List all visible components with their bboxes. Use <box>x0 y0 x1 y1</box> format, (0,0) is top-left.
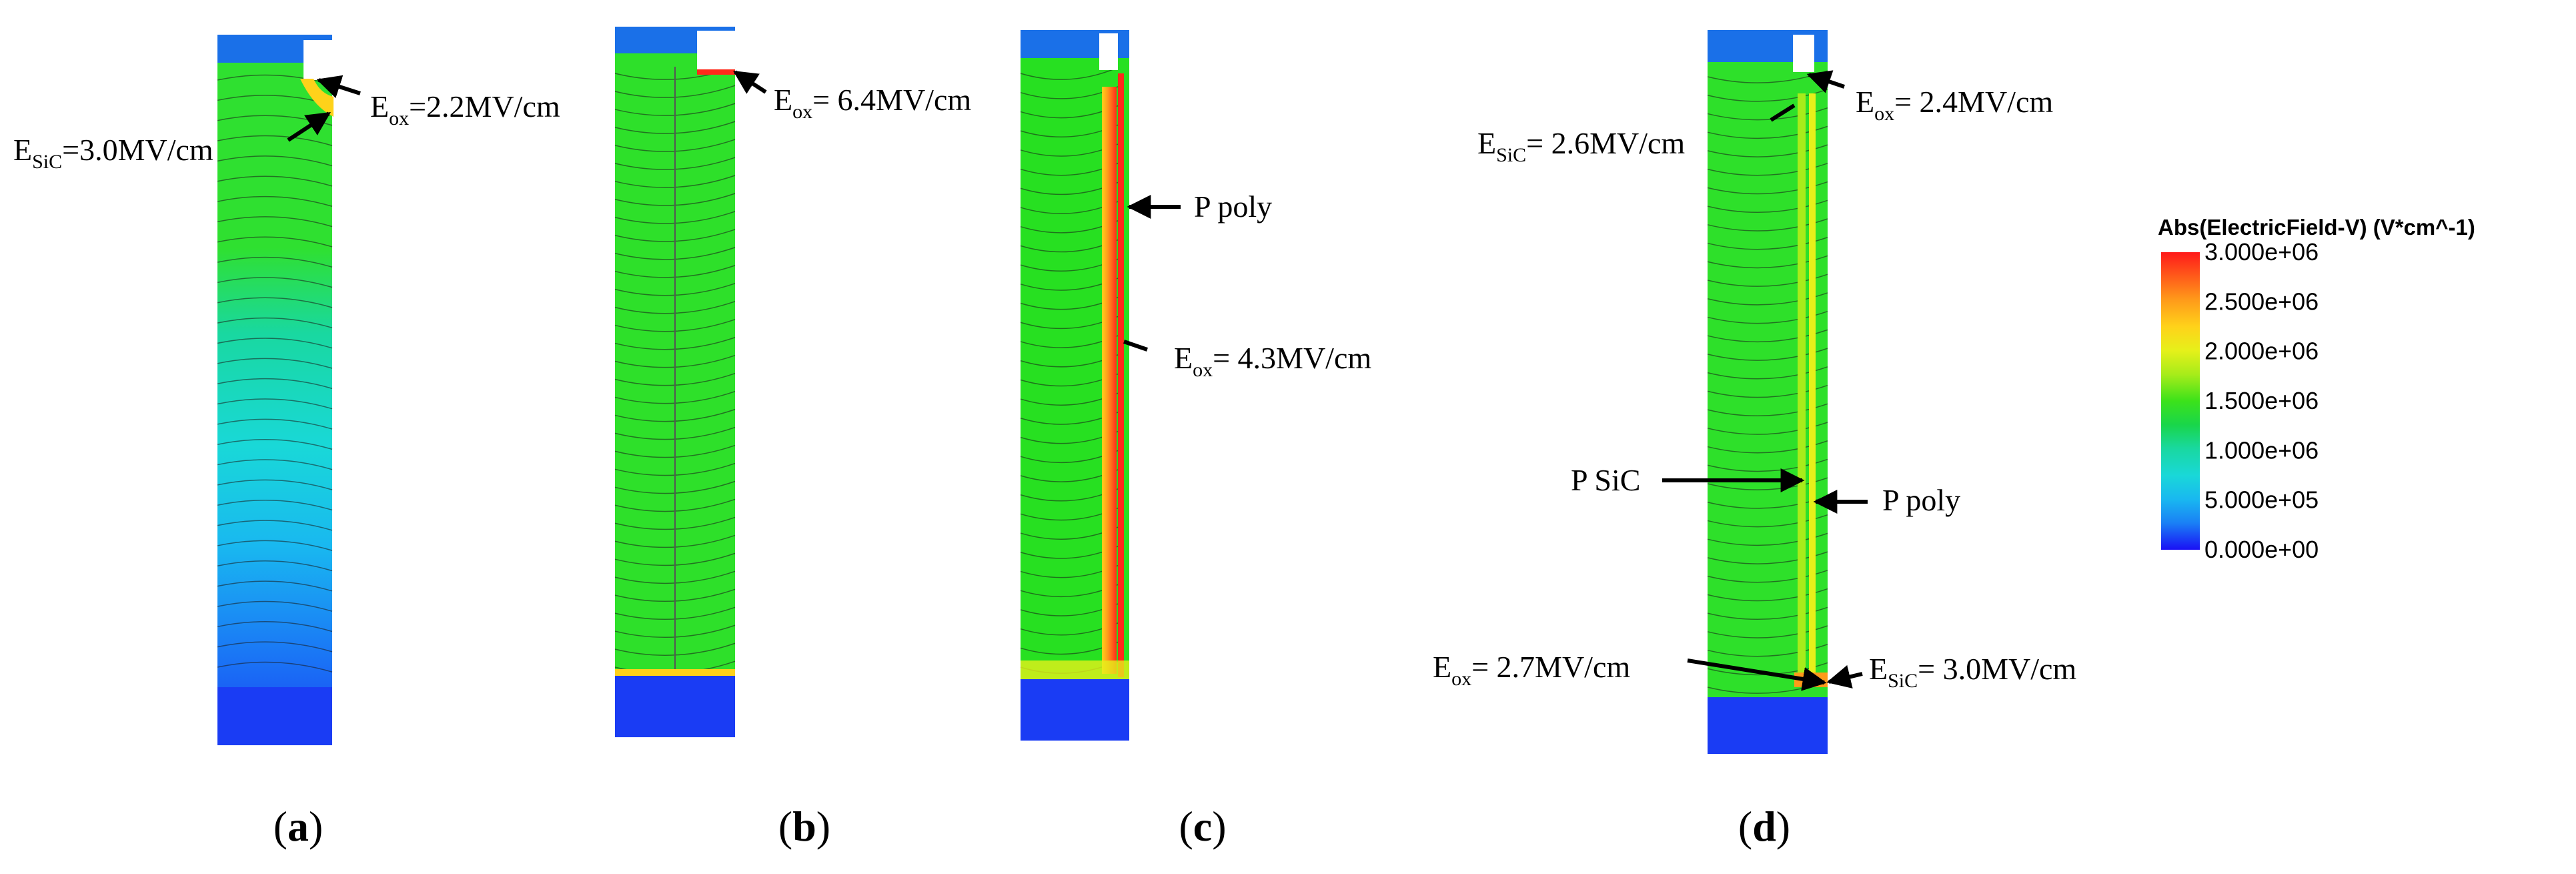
contour-line <box>217 499 333 511</box>
panel-d-gate-notch <box>1793 35 1814 72</box>
contour-line <box>217 195 333 207</box>
contour-line <box>217 256 333 268</box>
panel-a-esic-arrow <box>287 111 332 142</box>
panel-d-eox-bottom-arrow <box>1687 659 1827 691</box>
panel-b-gate-notch <box>697 31 735 72</box>
panel-d-p-poly-column <box>1809 93 1816 681</box>
contour-line <box>217 600 333 612</box>
contour-line <box>217 641 333 652</box>
panel-a-gate-notch <box>303 40 332 80</box>
contour-line <box>217 216 333 228</box>
panel-d-eox-top-label: Eox= 2.4MV/cm <box>1856 85 2053 125</box>
panel-c-gate-notch <box>1099 33 1118 70</box>
contour-line <box>217 580 333 592</box>
legend-ticks: 3.000e+06 2.500e+06 2.000e+06 1.500e+06 1.00… <box>2204 238 2319 563</box>
panel-d-psic-label: P SiC <box>1571 463 1640 497</box>
panel-b-eox-arrow <box>732 70 767 94</box>
panel-d-esic-bottom-label: ESiC= 3.0MV/cm <box>1869 652 2076 692</box>
panel-c-eox-arrow <box>1123 340 1148 352</box>
contour-line <box>217 661 333 673</box>
contour-line <box>217 155 333 167</box>
contour-line <box>217 175 333 187</box>
contour-line <box>217 621 333 632</box>
panel-d-substrate <box>1708 697 1828 754</box>
contour-line <box>217 236 333 248</box>
panel-a-eox-label: Eox=2.2MV/cm <box>370 89 560 129</box>
legend-title: Abs(ElectricField-V) (V*cm^-1) <box>2158 215 2475 240</box>
legend-tick-label: 1.000e+06 <box>2204 436 2319 464</box>
legend-color-scale <box>2161 252 2200 550</box>
contour-line <box>217 358 333 369</box>
legend-tick-label: 0.000e+00 <box>2204 536 2319 563</box>
panel-b-gate-oxide-hot <box>697 69 735 75</box>
panel-d-esic-bottom-arrow <box>1826 665 1863 689</box>
colorbar-legend: Abs(ElectricField-V) (V*cm^-1) 3.000e+06… <box>2158 215 2475 563</box>
contour-line <box>217 560 333 572</box>
contour-line <box>217 479 333 490</box>
panel-b-bottom-hot <box>615 669 735 676</box>
panel-c-p-poly-sidewall <box>1118 73 1124 677</box>
panel-a-eox-arrow <box>316 75 361 99</box>
contour-line <box>217 459 333 470</box>
contour-line <box>217 277 333 288</box>
panel-d-eox-top-arrow <box>1806 70 1845 93</box>
panel-b-substrate <box>615 676 735 737</box>
legend-tick-label: 3.000e+06 <box>2204 238 2319 266</box>
panel-a-caption: (a) <box>273 803 324 850</box>
panel-b-eox-label: Eox= 6.4MV/cm <box>774 83 971 123</box>
contour-line <box>217 398 333 410</box>
contour-line <box>217 418 333 430</box>
legend-tick-label: 2.000e+06 <box>2204 338 2319 365</box>
contour-line <box>217 317 333 329</box>
contour-line <box>217 540 333 551</box>
contour-line <box>217 338 333 349</box>
contour-line <box>1020 67 1119 80</box>
legend-tick-label: 2.500e+06 <box>2204 288 2319 315</box>
panel-d: ESiC= 2.6MV/cm Eox= 2.4MV/cm P SiC P pol… <box>1433 30 2076 850</box>
legend-tick-label: 5.000e+05 <box>2204 486 2319 514</box>
panel-c-bottom-hot <box>1021 661 1129 681</box>
panel-c-caption: (c) <box>1179 803 1226 850</box>
panel-d-esic-top-arrow <box>1770 103 1796 122</box>
panel-c-side-gradient <box>1102 87 1117 674</box>
panel-c-eox-label: Eox= 4.3MV/cm <box>1174 341 1371 381</box>
panel-c-ppoly-label: P poly <box>1194 189 1272 224</box>
panel-a-contour-lines <box>217 74 333 673</box>
contour-line <box>217 438 333 450</box>
contour-line <box>217 135 333 146</box>
panel-c: P poly Eox= 4.3MV/cm (c) <box>1020 30 1371 850</box>
panel-b: Eox= 6.4MV/cm (b) <box>614 27 971 850</box>
contour-line <box>217 520 333 531</box>
legend-tick-label: 1.500e+06 <box>2204 387 2319 414</box>
panel-c-substrate <box>1021 679 1129 741</box>
panel-b-caption: (b) <box>778 803 830 850</box>
panel-d-eox-bottom-label: Eox= 2.7MV/cm <box>1433 650 1630 690</box>
panel-a: Eox=2.2MV/cm ESiC=3.0MV/cm (a) <box>13 35 560 850</box>
panel-d-ppoly-label: P poly <box>1882 483 1960 517</box>
panel-a-substrate <box>217 687 332 745</box>
panel-d-esic-top-label: ESiC= 2.6MV/cm <box>1477 126 1685 166</box>
contour-line <box>217 378 333 390</box>
panel-a-esic-label: ESiC=3.0MV/cm <box>13 133 213 173</box>
contour-line <box>217 297 333 308</box>
panel-d-p-sic-column <box>1798 93 1806 681</box>
panel-d-caption: (d) <box>1738 803 1790 850</box>
